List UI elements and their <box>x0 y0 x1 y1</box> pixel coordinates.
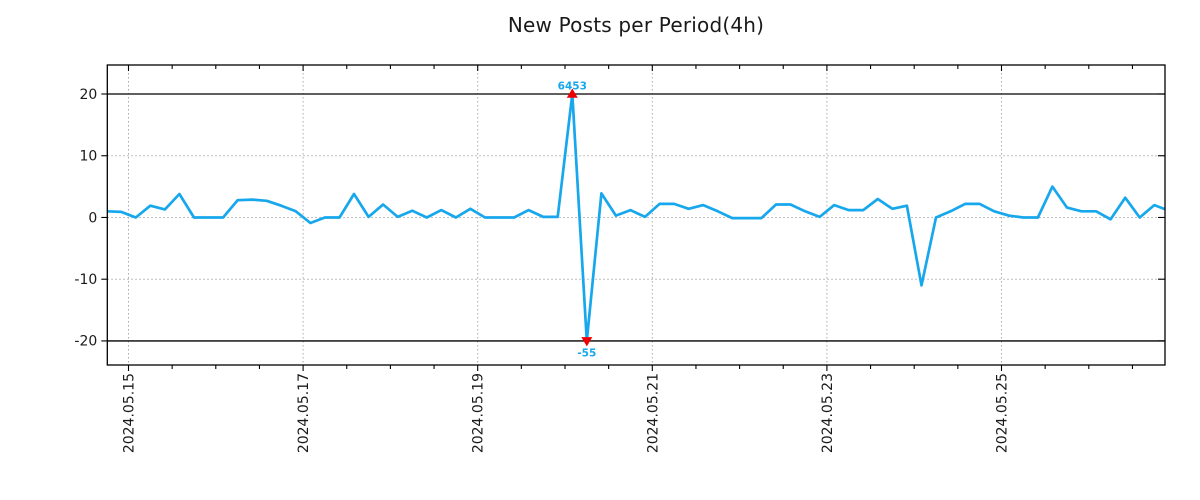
clip-lines <box>107 93 1165 342</box>
axis-ticks <box>101 65 1165 371</box>
gridlines <box>107 65 1165 365</box>
data-line <box>107 92 1165 343</box>
plot-border <box>106 64 1166 366</box>
x-tick-label: 2024.05.17 <box>296 373 312 453</box>
x-axis-labels: 2024.05.15 2024.05.17 2024.05.19 2024.05.21… <box>122 373 1011 453</box>
annotation-min-value: -55 <box>577 347 596 359</box>
x-tick-label: 2024.05.25 <box>995 373 1011 453</box>
chart-title: New Posts per Period(4h) <box>507 13 765 37</box>
x-tick-label: 2024.05.21 <box>645 373 661 453</box>
y-tick-label: -20 <box>74 334 97 350</box>
spike-marker-down-icon <box>581 337 593 347</box>
y-tick-label: 0 <box>88 210 97 226</box>
y-tick-label: 20 <box>79 87 97 103</box>
x-tick-label: 2024.05.23 <box>820 373 836 453</box>
x-tick-label: 2024.05.15 <box>122 373 138 453</box>
y-tick-label: -10 <box>74 272 97 288</box>
spike-marker-up-icon <box>566 88 578 98</box>
x-tick-label: 2024.05.19 <box>471 373 487 453</box>
y-tick-label: 10 <box>79 149 97 165</box>
y-axis-labels: 20 10 0 -10 -20 <box>74 87 97 350</box>
annotation-max-value: 6453 <box>558 81 587 93</box>
